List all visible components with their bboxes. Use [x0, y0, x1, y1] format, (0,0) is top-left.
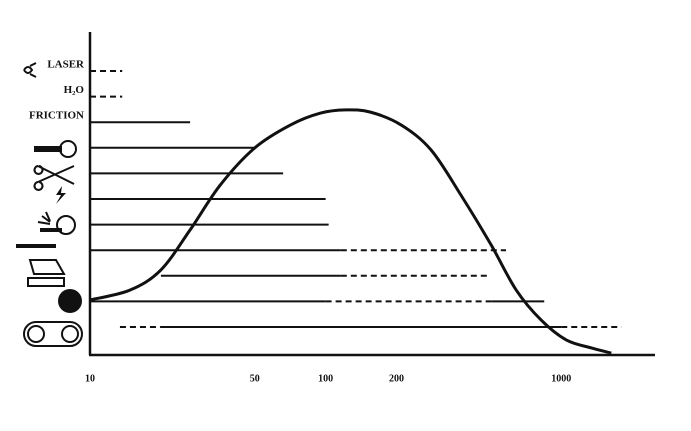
x-tick-label: 50 — [250, 373, 260, 384]
icons — [16, 62, 83, 347]
rod-icon — [16, 244, 56, 248]
blade-icon — [34, 146, 62, 152]
grinder-icon — [56, 215, 76, 235]
scissors-icon — [33, 165, 75, 191]
device-icon — [27, 259, 66, 287]
curve — [89, 108, 612, 355]
x-tick-label: 100 — [318, 373, 333, 384]
bar-icon — [40, 228, 62, 232]
roller-icon — [27, 325, 45, 343]
row-label: LASER — [47, 59, 85, 71]
wheel-icon — [59, 140, 77, 158]
belt-icon — [23, 321, 83, 347]
disc-icon — [58, 289, 82, 313]
row-label: H₂O — [64, 84, 85, 96]
row-label: FRICTION — [29, 110, 84, 122]
roller-icon — [61, 325, 79, 343]
laser-icon — [23, 62, 37, 78]
spark-icon — [56, 186, 66, 204]
x-tick-label: 10 — [85, 373, 95, 384]
x-tick-label: 200 — [389, 373, 404, 384]
x-tick-label: 1000 — [551, 373, 571, 384]
burst-icon — [37, 211, 51, 225]
